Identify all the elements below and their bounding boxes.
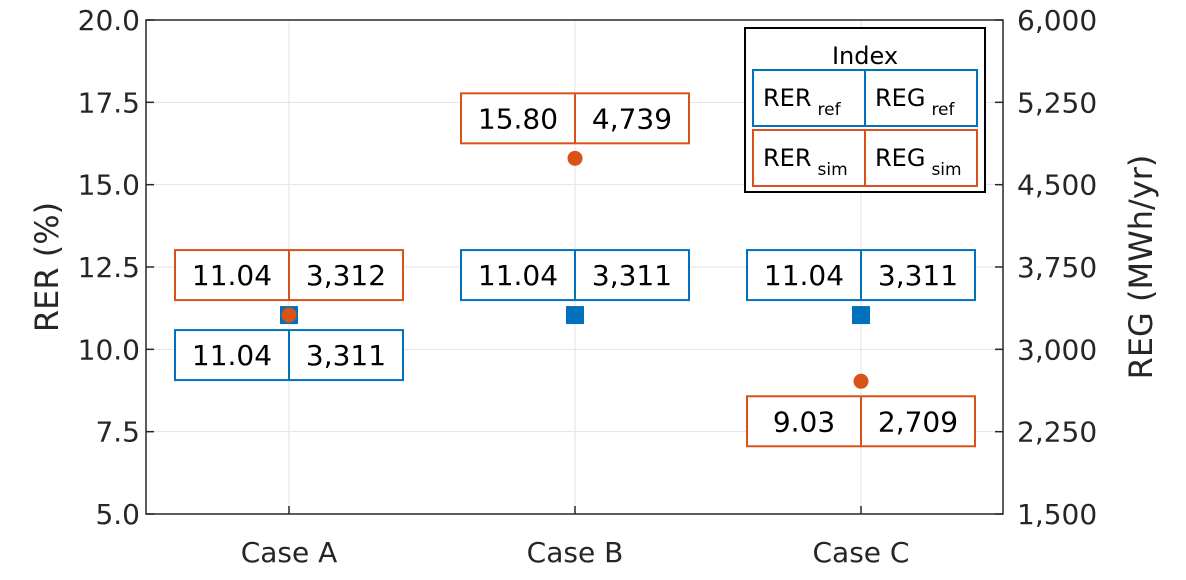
reg-value-label: 3,312 [306,259,386,292]
rer-value-label: 11.04 [192,339,272,372]
marker-sim-circle [567,150,583,166]
reg-value-label: 3,311 [592,259,672,292]
data-label-box-ref: 11.04 3,311 [174,329,404,382]
legend: Index RER ref REG ref RER sim REG sim [744,27,986,193]
x-tick-label: Case B [527,536,624,569]
x-tick-label: Case A [241,536,338,569]
y-right-tick-label: 3,000 [1017,333,1097,366]
y-left-tick-label: 10.0 [78,333,140,366]
axes-layer: 5.0 7.5 10.0 12.5 15.0 17.5 20.0 1,500 2,250 3,00… [78,4,1098,569]
rer-value-label: 9.03 [773,405,835,438]
y-right-tick-label: 1,500 [1017,498,1097,531]
y-right-tick-label: 3,750 [1017,251,1097,284]
data-label-box-sim: 9.03 2,709 [746,395,976,448]
x-tick-label: Case C [813,536,910,569]
y-right-tick-label: 6,000 [1017,4,1097,37]
legend-entry-label: REG sim [875,144,962,180]
data-label-box-ref: 11.04 3,311 [746,249,976,302]
marker-ref-square [566,306,584,325]
rer-value-label: 15.80 [478,102,558,135]
y-left-axis-label: RER (%) [28,202,66,332]
rer-value-label: 11.04 [764,259,844,292]
y-left-tick-label: 7.5 [95,416,140,449]
marker-sim-circle [281,307,297,323]
reg-value-label: 2,709 [878,405,958,438]
data-label-box-sim: 15.80 4,739 [460,92,690,145]
marker-ref-square [852,306,870,325]
reg-value-label: 3,311 [878,259,958,292]
y-left-tick-label: 5.0 [95,498,140,531]
marks-layer [280,150,870,389]
y-right-tick-label: 4,500 [1017,169,1097,202]
y-right-tick-label: 2,250 [1017,416,1097,449]
data-label-box-sim: 11.04 3,312 [174,249,404,302]
y-left-tick-label: 20.0 [78,4,140,37]
legend-entry-label: REG ref [875,84,956,120]
marker-sim-circle [853,373,869,389]
data-labels-layer: 11.04 3,311 11.04 3,311 11.04 3,311 11.04 3,312… [174,92,976,448]
reg-value-label: 4,739 [592,102,672,135]
rer-value-label: 11.04 [478,259,558,292]
legend-entry-label: RER sim [763,144,848,180]
y-left-tick-label: 15.0 [78,169,140,202]
y-left-tick-label: 17.5 [78,86,140,119]
y-right-tick-label: 5,250 [1017,86,1097,119]
legend-row-ref: RER ref REG ref [752,69,978,127]
legend-title: Index [832,42,898,70]
reg-value-label: 3,311 [306,339,386,372]
legend-row-sim: RER sim REG sim [752,129,978,187]
y-left-tick-label: 12.5 [78,251,140,284]
rer-value-label: 11.04 [192,259,272,292]
data-label-box-ref: 11.04 3,311 [460,249,690,302]
legend-entry-label: RER ref [763,84,842,120]
y-right-axis-label: REG (MWh/yr) [1122,155,1160,380]
